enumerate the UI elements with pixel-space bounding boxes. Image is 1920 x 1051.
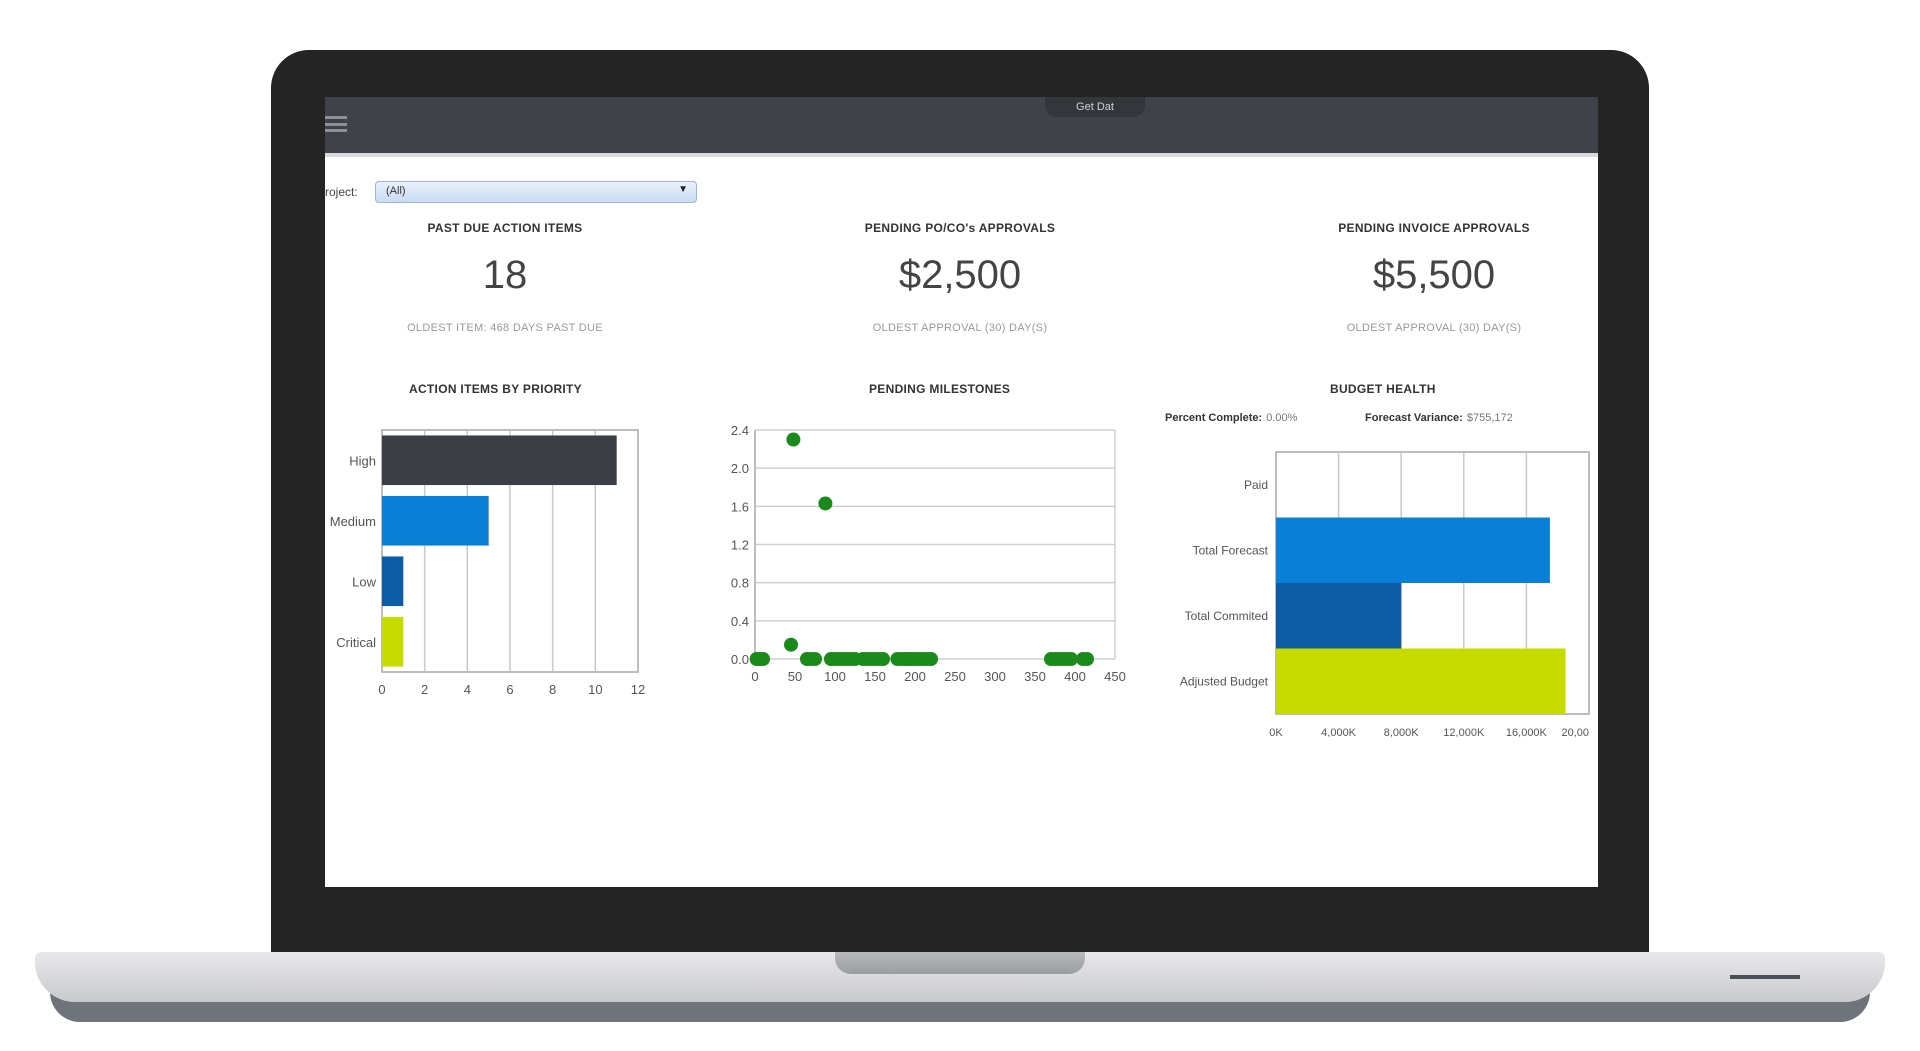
kpi-value: $2,500 xyxy=(898,253,1022,297)
x-tick-label: 12,000K xyxy=(1443,727,1485,737)
data-point xyxy=(784,637,798,652)
x-tick-label: 8 xyxy=(549,682,556,697)
kpi-title: PENDING INVOICE APPROVALS xyxy=(1338,221,1530,235)
y-tick-label: 2.0 xyxy=(731,461,749,476)
y-tick-label: 1.6 xyxy=(731,499,749,514)
x-tick-label: 250 xyxy=(944,669,966,684)
y-tick-label: 2.4 xyxy=(731,423,749,438)
x-tick-label: 0 xyxy=(378,682,385,697)
x-tick-label: 4,000K xyxy=(1321,727,1357,737)
bar xyxy=(1276,517,1550,583)
data-point xyxy=(1064,652,1078,666)
bar xyxy=(1276,648,1566,714)
x-tick-label: 100 xyxy=(824,669,846,684)
bar xyxy=(382,495,489,546)
chart-title-milestones: PENDING MILESTONES xyxy=(869,382,1011,396)
kpi-title: PAST DUE ACTION ITEMS xyxy=(427,221,583,235)
project-select[interactable]: (All) ▼ xyxy=(375,181,697,203)
kpi-subtext: OLDEST APPROVAL (30) DAY(S) xyxy=(872,322,1048,334)
percent-complete-value: 0.00% xyxy=(1266,412,1298,424)
laptop-indicator xyxy=(1730,975,1800,979)
forecast-variance-label: Forecast Variance: xyxy=(1365,412,1463,424)
x-tick-label: 20,00 xyxy=(1561,727,1589,737)
top-tab[interactable]: Get Dat xyxy=(1045,97,1145,117)
y-tick-label: 1.2 xyxy=(731,538,749,553)
budget-health-chart: 0K 4,000K 8,000K 12,000K 16,000K 20,00 Paid Tot… xyxy=(1180,451,1590,737)
y-tick-label: 0.4 xyxy=(731,614,749,629)
y-category-label: Paid xyxy=(1244,478,1268,492)
y-tick-label: 0.0 xyxy=(731,652,749,667)
x-tick-label: 16,000K xyxy=(1506,727,1548,737)
x-tick-label: 12 xyxy=(631,682,645,697)
y-category-label: High xyxy=(349,453,376,468)
bar xyxy=(382,616,404,667)
kpi-title: PENDING PO/CO's APPROVALS xyxy=(864,221,1056,235)
chevron-down-icon: ▼ xyxy=(678,184,688,195)
x-tick-label: 0K xyxy=(1269,727,1283,737)
milestones-chart: 0.0 0.4 0.8 1.2 1.6 2.0 2.4 0 50 100 150 200 250 300 3… xyxy=(731,423,1126,684)
kpi-subtext: OLDEST APPROVAL (30) DAY(S) xyxy=(1346,322,1522,334)
y-category-label: Total Commited xyxy=(1185,609,1268,623)
x-tick-label: 150 xyxy=(864,669,886,684)
x-tick-label: 300 xyxy=(984,669,1006,684)
kpi-subtext: OLDEST ITEM: 468 DAYS PAST DUE xyxy=(407,322,603,334)
top-bar: Get Dat xyxy=(325,97,1598,153)
x-tick-label: 350 xyxy=(1024,669,1046,684)
bar xyxy=(382,435,617,486)
percent-complete-label: Percent Complete: xyxy=(1165,412,1263,424)
kpi-value: 18 xyxy=(482,253,528,297)
laptop-notch xyxy=(835,952,1085,974)
plot-frame xyxy=(381,429,639,673)
x-tick-label: 450 xyxy=(1104,669,1126,684)
x-tick-label: 400 xyxy=(1064,669,1086,684)
x-tick-label: 200 xyxy=(904,669,926,684)
top-bar-divider xyxy=(325,153,1598,157)
y-category-label: Adjusted Budget xyxy=(1180,674,1269,688)
chart-title-priority: ACTION ITEMS BY PRIORITY xyxy=(409,382,582,396)
forecast-variance-value: $755,172 xyxy=(1466,412,1513,424)
chart-title-budget: BUDGET HEALTH xyxy=(1330,382,1436,396)
x-tick-label: 2 xyxy=(421,682,428,697)
screen: Get Dat roject: (All) ▼ PAST DUE ACTION … xyxy=(325,97,1598,887)
kpi-pending-po: PENDING PO/CO's APPROVALS $2,500 OLDEST … xyxy=(780,221,1140,334)
bar xyxy=(382,556,404,607)
kpi-value: $5,500 xyxy=(1372,253,1496,297)
project-label: roject: xyxy=(325,185,358,199)
x-tick-label: 50 xyxy=(788,669,802,684)
data-point xyxy=(876,652,890,666)
bar xyxy=(1276,583,1402,649)
action-items-chart: 0 2 4 6 8 10 12 High Medium Low Critical xyxy=(330,429,645,697)
project-select-value: (All) xyxy=(386,185,406,197)
data-point xyxy=(756,652,770,666)
y-tick-label: 0.8 xyxy=(731,576,749,591)
x-tick-label: 8,000K xyxy=(1384,727,1420,737)
budget-forecast-variance: Forecast Variance: $755,172 xyxy=(1365,412,1513,424)
x-tick-label: 0 xyxy=(751,669,758,684)
data-point xyxy=(808,652,822,666)
kpi-past-due: PAST DUE ACTION ITEMS 18 OLDEST ITEM: 46… xyxy=(325,221,685,334)
x-tick-label: 10 xyxy=(588,682,602,697)
data-point xyxy=(818,496,833,511)
data-point xyxy=(1080,652,1094,666)
kpi-pending-invoice: PENDING INVOICE APPROVALS $5,500 OLDEST … xyxy=(1254,221,1598,334)
data-point xyxy=(786,432,801,447)
y-category-label: Medium xyxy=(330,514,376,529)
x-tick-label: 6 xyxy=(506,682,513,697)
y-category-label: Critical xyxy=(336,635,376,650)
menu-icon[interactable] xyxy=(325,116,347,132)
y-category-label: Low xyxy=(352,574,376,589)
data-point xyxy=(924,652,938,666)
x-tick-label: 4 xyxy=(464,682,471,697)
y-category-label: Total Forecast xyxy=(1193,543,1269,557)
budget-percent-complete: Percent Complete: 0.00% xyxy=(1165,412,1297,424)
